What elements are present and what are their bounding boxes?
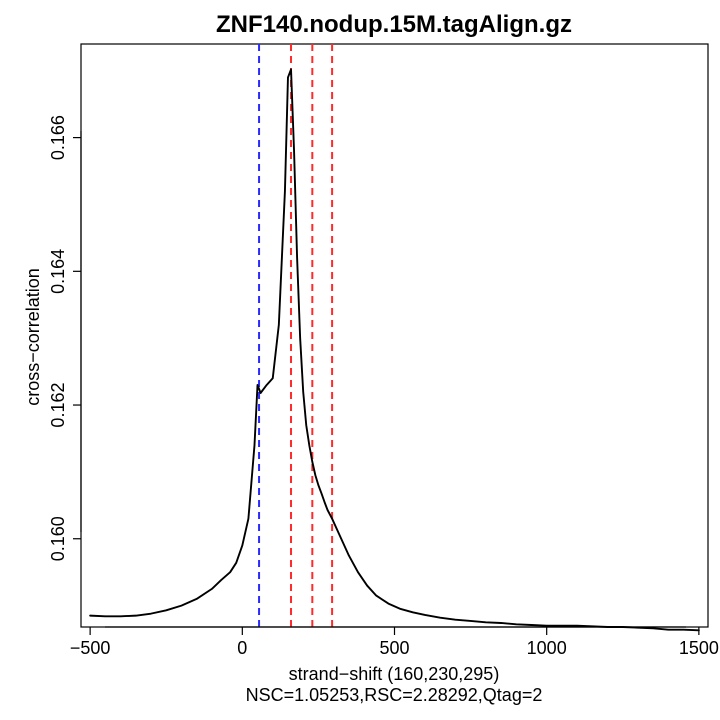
y-tick-label: 0.164 bbox=[48, 249, 68, 294]
x-tick-label: 1000 bbox=[527, 638, 567, 658]
plot-area bbox=[80, 43, 709, 632]
x-axis: −500 0 500 1000 1500 bbox=[70, 626, 719, 658]
y-axis-label: cross−correlation bbox=[23, 268, 43, 406]
y-tick-label: 0.162 bbox=[48, 383, 68, 428]
y-axis: 0.160 0.162 0.164 0.166 bbox=[48, 115, 82, 561]
series-line bbox=[89, 68, 700, 632]
x-tick-label: 1500 bbox=[679, 638, 719, 658]
chart-title: ZNF140.nodup.15M.tagAlign.gz bbox=[216, 11, 572, 38]
x-tick-label: 0 bbox=[237, 638, 247, 658]
vertical-markers bbox=[258, 44, 334, 627]
x-axis-label: strand−shift (160,230,295) bbox=[289, 664, 500, 684]
x-axis-subtitle: NSC=1.05253,RSC=2.28292,Qtag=2 bbox=[246, 685, 543, 705]
y-tick-label: 0.166 bbox=[48, 115, 68, 160]
plot-border bbox=[80, 43, 709, 628]
y-tick-label: 0.160 bbox=[48, 516, 68, 561]
x-tick-label: −500 bbox=[70, 638, 111, 658]
x-tick-label: 500 bbox=[379, 638, 409, 658]
